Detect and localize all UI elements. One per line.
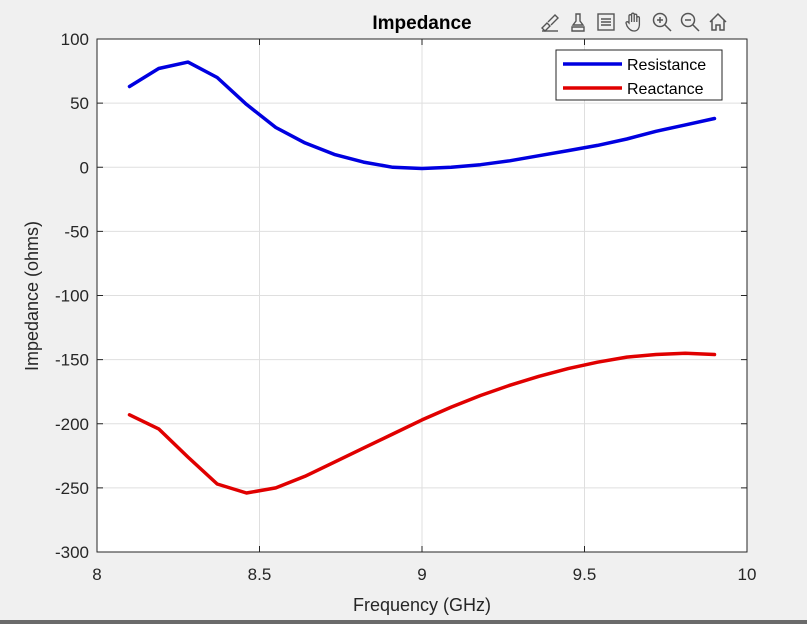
home-button[interactable] (705, 9, 731, 35)
zoom-in-icon (652, 12, 672, 32)
x-tick-label: 8.5 (248, 565, 272, 584)
y-tick-label: 100 (61, 30, 89, 49)
x-tick-label: 10 (738, 565, 757, 584)
y-tick-label: 0 (80, 158, 89, 177)
y-tick-label: -150 (55, 351, 89, 370)
y-tick-label: 50 (70, 94, 89, 113)
series-line-resistance (127, 60, 717, 171)
y-tick-label: -200 (55, 415, 89, 434)
y-tick-label: -50 (64, 222, 89, 241)
series-layer (127, 60, 717, 495)
legend-label-reactance: Reactance (627, 81, 704, 98)
zoom-in-button[interactable] (649, 9, 675, 35)
brush-icon (541, 14, 559, 32)
legend[interactable]: Resistance Reactance (555, 49, 723, 101)
x-axis-label: Frequency (GHz) (353, 595, 491, 615)
legend-label-resistance: Resistance (627, 57, 706, 74)
ticks: 8 8.5 9 9.5 10 100 50 0 -50 -100 -150 -200 -250 -300 (55, 30, 756, 584)
series-line-reactance (127, 351, 717, 495)
chart-title: Impedance (372, 13, 471, 34)
y-tick-label: -250 (55, 479, 89, 498)
axes-toolbar (537, 8, 731, 36)
y-tick-label: -100 (55, 287, 89, 306)
brush-button[interactable] (537, 9, 563, 35)
x-tick-label: 9 (417, 565, 426, 584)
legend-button[interactable] (593, 9, 619, 35)
data-tips-button[interactable] (565, 9, 591, 35)
legend-box (555, 49, 723, 101)
pan-button[interactable] (621, 9, 647, 35)
y-axis-label: Impedance (ohms) (22, 221, 42, 371)
zoom-out-button[interactable] (677, 9, 703, 35)
zoom-out-icon (680, 12, 700, 32)
pan-icon (625, 12, 641, 32)
legend-icon (597, 13, 615, 31)
home-icon (709, 12, 727, 31)
data-tips-icon (571, 13, 585, 32)
window-bottom-edge (0, 620, 807, 624)
x-tick-label: 9.5 (573, 565, 597, 584)
x-tick-label: 8 (92, 565, 101, 584)
y-tick-label: -300 (55, 543, 89, 562)
